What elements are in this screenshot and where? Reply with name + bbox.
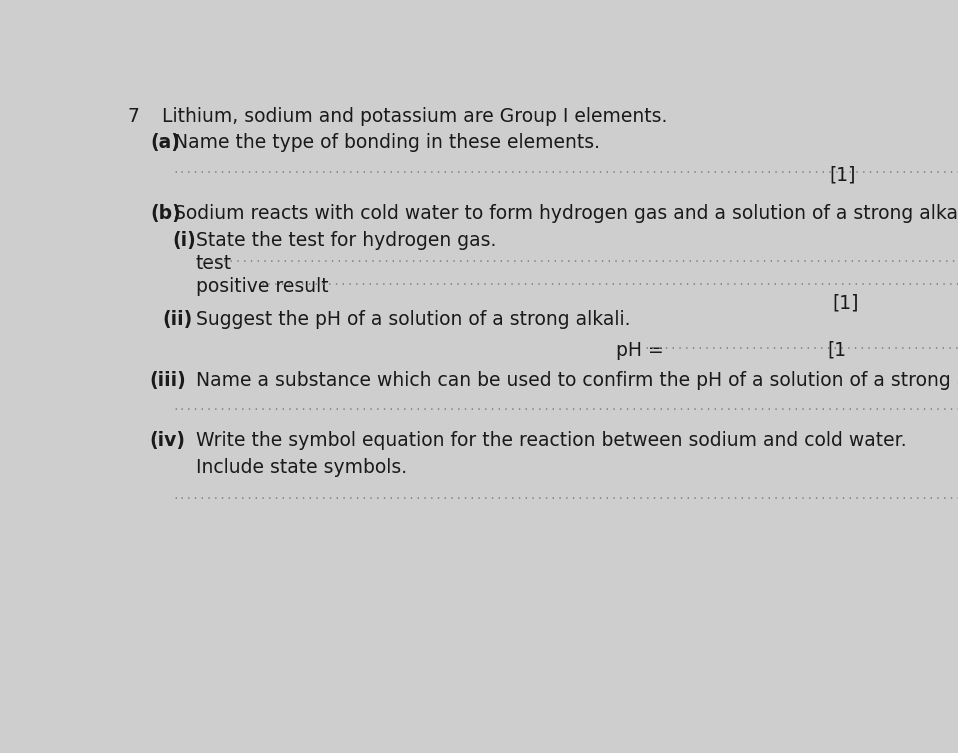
Text: test: test — [195, 255, 232, 273]
Text: ................................................................................: ........................................… — [260, 276, 958, 287]
Text: ...................................................: ........................................… — [643, 340, 958, 351]
Text: (i): (i) — [172, 231, 196, 250]
Text: Name the type of bonding in these elements.: Name the type of bonding in these elemen… — [174, 133, 600, 151]
Text: (b): (b) — [150, 204, 181, 224]
Text: Write the symbol equation for the reaction between sodium and cold water.: Write the symbol equation for the reacti… — [195, 431, 906, 450]
Text: [1]: [1] — [830, 165, 856, 184]
Text: ................................................................................: ........................................… — [172, 402, 958, 412]
Text: State the test for hydrogen gas.: State the test for hydrogen gas. — [195, 231, 496, 250]
Text: (iii): (iii) — [149, 371, 186, 390]
Text: (a): (a) — [150, 133, 181, 151]
Text: [1: [1 — [828, 340, 847, 360]
Text: ................................................................................: ........................................… — [172, 165, 958, 175]
Text: (ii): (ii) — [162, 309, 193, 329]
Text: (iv): (iv) — [149, 431, 185, 450]
Text: pH =: pH = — [616, 340, 670, 360]
Text: positive result: positive result — [195, 276, 329, 296]
Text: ................................................................................: ........................................… — [201, 255, 958, 264]
Text: Sodium reacts with cold water to form hydrogen gas and a solution of a strong al: Sodium reacts with cold water to form hy… — [174, 204, 958, 224]
Text: Lithium, sodium and potassium are Group I elements.: Lithium, sodium and potassium are Group … — [162, 107, 668, 127]
Text: 7: 7 — [127, 107, 139, 127]
Text: Suggest the pH of a solution of a strong alkali.: Suggest the pH of a solution of a strong… — [195, 309, 630, 329]
Text: Name a substance which can be used to confirm the pH of a solution of a strong a: Name a substance which can be used to co… — [195, 371, 958, 390]
Text: Include state symbols.: Include state symbols. — [195, 459, 407, 477]
Text: ................................................................................: ........................................… — [172, 491, 958, 501]
Text: [1]: [1] — [833, 294, 859, 312]
